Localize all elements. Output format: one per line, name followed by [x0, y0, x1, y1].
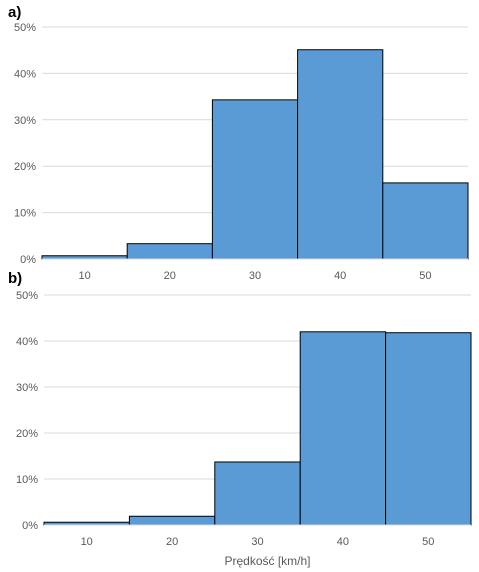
- y-tick-label: 20%: [16, 428, 38, 440]
- y-tick-label: 50%: [16, 290, 38, 302]
- panel-label: a): [8, 4, 21, 21]
- y-tick-label: 10%: [16, 474, 38, 486]
- y-tick-label: 20%: [14, 161, 36, 173]
- x-tick-label: 50: [419, 270, 431, 282]
- x-tick-label: 30: [249, 270, 261, 282]
- bar: [297, 49, 384, 260]
- y-tick-label: 50%: [14, 22, 36, 34]
- bar: [211, 99, 299, 260]
- y-tick-label: 10%: [14, 208, 36, 220]
- x-tick-label: 40: [334, 270, 346, 282]
- x-tick-label: 50: [422, 536, 434, 548]
- y-tick-label: 0%: [22, 520, 38, 532]
- bar: [128, 515, 216, 526]
- bar: [382, 182, 469, 260]
- y-tick-label: 40%: [16, 336, 38, 348]
- bar: [385, 332, 472, 526]
- bar: [126, 243, 213, 260]
- y-tick-label: 30%: [14, 115, 36, 127]
- y-tick-label: 30%: [16, 382, 38, 394]
- x-tick-label: 40: [337, 536, 349, 548]
- bar: [299, 331, 387, 526]
- x-tick-label: 20: [164, 270, 176, 282]
- panel-label: b): [8, 270, 22, 287]
- x-tick-label: 30: [251, 536, 263, 548]
- y-tick-label: 0%: [20, 254, 36, 266]
- bar: [214, 461, 301, 526]
- x-axis-title: Prędkość [km/h]: [224, 554, 310, 568]
- x-tick-label: 10: [81, 536, 93, 548]
- y-tick-label: 40%: [14, 68, 36, 80]
- x-tick-label: 10: [78, 270, 90, 282]
- x-tick-label: 20: [166, 536, 178, 548]
